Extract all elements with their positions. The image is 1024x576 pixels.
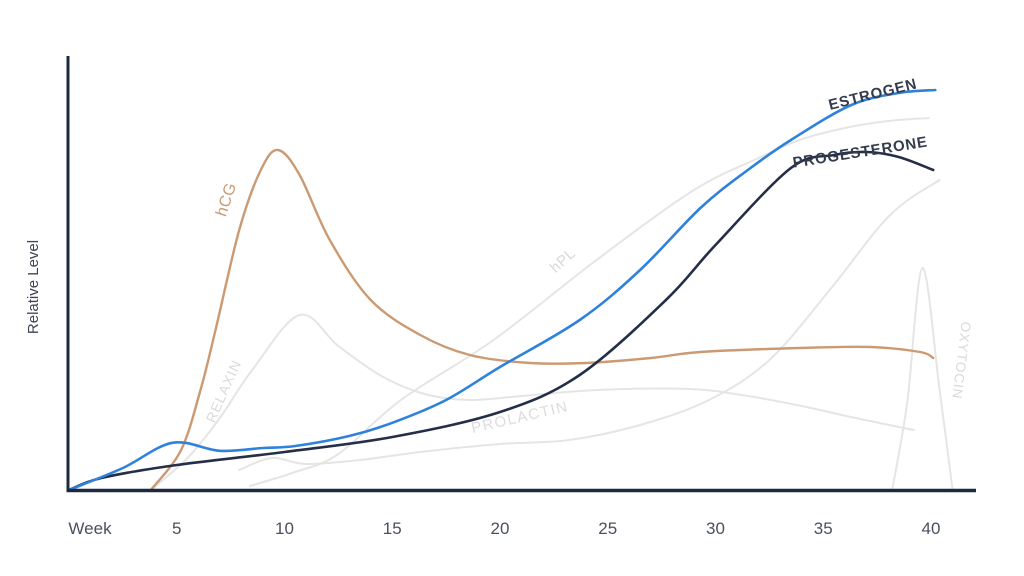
hpl-label: hPL	[547, 245, 579, 277]
prolactin-curve	[238, 179, 941, 471]
oxytocin-curve	[891, 266, 954, 491]
x-tick-label-20: 20	[491, 519, 510, 538]
x-tick-label-15: 15	[383, 519, 402, 538]
progesterone-label: PROGESTERONE	[792, 133, 929, 171]
x-tick-label-week: Week	[68, 519, 112, 538]
hcg-curve	[149, 148, 935, 492]
x-tick-labels: Week 5 10 15 20 25 30 35 40	[68, 519, 940, 538]
progesterone-curve	[67, 150, 935, 492]
x-tick-label-35: 35	[814, 519, 833, 538]
x-tick-label-25: 25	[598, 519, 617, 538]
x-tick-label-40: 40	[922, 519, 941, 538]
y-axis-title: Relative Level	[25, 240, 42, 334]
axes-layer	[66, 56, 976, 493]
hcg-label: hCG	[213, 181, 240, 219]
x-tick-label-10: 10	[275, 519, 294, 538]
estrogen-curve	[67, 88, 937, 492]
curves-layer	[67, 88, 954, 492]
x-tick-label-30: 30	[706, 519, 725, 538]
relaxin-curve	[149, 313, 915, 491]
estrogen-label: ESTROGEN	[827, 75, 919, 113]
hpl-curve	[249, 117, 930, 487]
curve-labels-layer: RELAXINhPLPROLACTINOXYTOCINhCGPROGESTERO…	[203, 75, 974, 437]
x-tick-label-5: 5	[172, 519, 181, 538]
oxytocin-label: OXYTOCIN	[949, 321, 973, 401]
